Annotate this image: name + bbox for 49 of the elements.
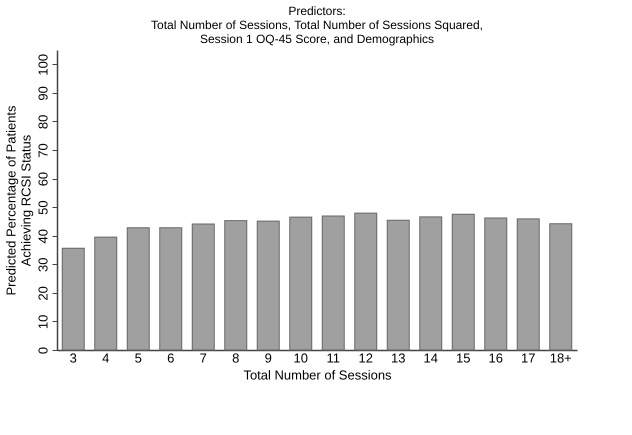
y-tick-label: 10	[36, 314, 50, 330]
text: Session 1 OQ-45 Score, and Demographics	[200, 32, 434, 46]
bar	[516, 218, 540, 350]
bar	[224, 220, 248, 350]
text: Predicted Percentage of Patients	[4, 105, 18, 296]
y-tick-label: 80	[36, 114, 50, 130]
x-tick-label: 18+	[550, 350, 572, 366]
x-tick-label: 8	[232, 350, 240, 366]
y-tick-label: 100	[36, 54, 50, 76]
x-tick-label: 4	[102, 350, 110, 366]
x-tick-label: 10	[294, 350, 308, 366]
x-tick-label: 7	[200, 350, 207, 366]
x-tick-label: 5	[134, 350, 142, 366]
bar	[256, 220, 280, 350]
y-tick-label: 20	[36, 286, 50, 301]
text: Total Number of Sessions, Total Number of Sessions Squared,	[151, 18, 483, 32]
bar	[62, 248, 85, 350]
bar	[289, 216, 312, 350]
x-tick-label: 12	[358, 350, 373, 366]
y-tick-label: 0	[36, 346, 50, 354]
x-tick-label: 9	[264, 350, 272, 366]
bar	[354, 212, 378, 350]
bar	[419, 216, 442, 350]
y-tick-label: 50	[36, 200, 50, 215]
bar	[386, 220, 410, 350]
text: Predictors:	[288, 4, 346, 18]
x-tick-label: 3	[70, 350, 77, 366]
y-tick-label: 70	[36, 143, 50, 158]
bar	[484, 218, 508, 350]
y-tick-label: 90	[36, 86, 50, 101]
x-tick-label: 16	[488, 350, 503, 366]
bar	[322, 216, 345, 350]
y-tick-label: 60	[36, 172, 50, 186]
x-tick-label: 11	[326, 350, 340, 366]
bar	[159, 227, 182, 350]
x-tick-label: 17	[521, 350, 536, 366]
text: Achieving RCSI Status	[18, 134, 34, 266]
x-axis-title: Total Number of Sessions	[243, 368, 392, 382]
x-tick-label: 13	[391, 350, 406, 366]
bar	[126, 227, 150, 350]
bar	[549, 223, 572, 350]
x-tick-label: 14	[424, 350, 438, 366]
y-tick-label: 30	[36, 258, 50, 272]
x-tick-label: 15	[456, 350, 470, 366]
bar	[452, 214, 475, 350]
y-tick-label: 40	[36, 228, 50, 244]
bar	[94, 236, 118, 350]
bar	[192, 224, 215, 350]
x-tick-label: 6	[167, 350, 174, 366]
